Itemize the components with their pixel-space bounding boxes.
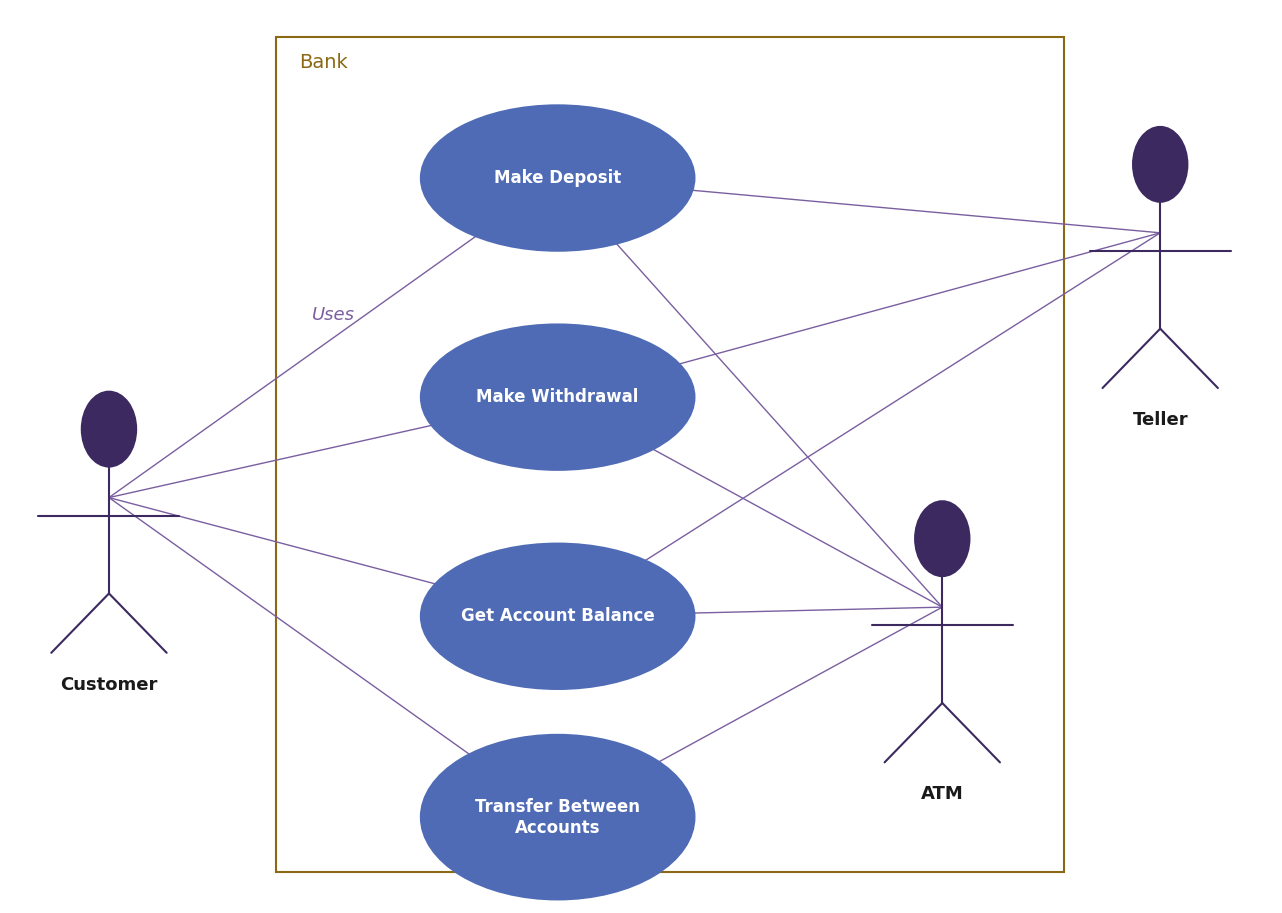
Text: Teller: Teller bbox=[1132, 411, 1188, 429]
FancyBboxPatch shape bbox=[276, 37, 1064, 872]
Ellipse shape bbox=[419, 104, 695, 252]
Text: Get Account Balance: Get Account Balance bbox=[460, 607, 655, 625]
Ellipse shape bbox=[81, 391, 137, 467]
Text: ATM: ATM bbox=[920, 785, 964, 803]
Ellipse shape bbox=[914, 500, 970, 577]
Ellipse shape bbox=[1132, 126, 1188, 203]
Text: Uses: Uses bbox=[312, 306, 355, 324]
Text: Bank: Bank bbox=[299, 53, 347, 72]
Ellipse shape bbox=[419, 734, 695, 900]
Ellipse shape bbox=[419, 542, 695, 690]
Ellipse shape bbox=[419, 323, 695, 471]
Text: Customer: Customer bbox=[60, 676, 158, 694]
Text: Make Withdrawal: Make Withdrawal bbox=[477, 388, 638, 406]
Text: Make Deposit: Make Deposit bbox=[494, 169, 622, 187]
Text: Transfer Between
Accounts: Transfer Between Accounts bbox=[476, 798, 640, 836]
